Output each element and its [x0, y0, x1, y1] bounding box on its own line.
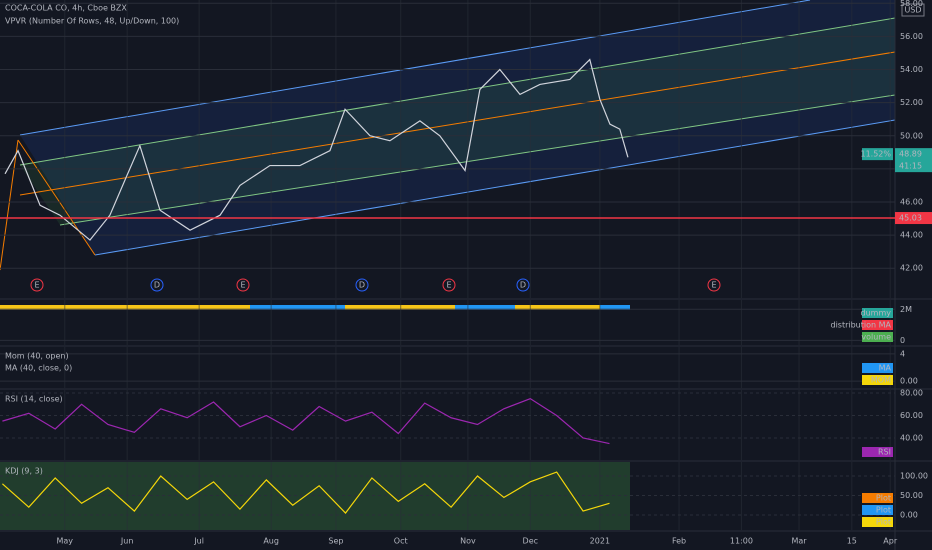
pane-label-box	[862, 375, 893, 385]
pane-label-box	[862, 308, 893, 318]
y-tick-label: 4	[900, 349, 905, 358]
price-label-box	[895, 212, 932, 225]
hline-label: 45.03	[899, 214, 922, 223]
y-tick-label: 100.00	[900, 471, 928, 480]
x-tick-label: 15	[847, 537, 857, 546]
pane-label-box	[862, 332, 893, 342]
y-tick-label: 50.00	[900, 131, 923, 140]
pane-label-box	[862, 447, 893, 457]
last-price: 48.89	[899, 150, 922, 159]
pane-label: dummy	[861, 309, 892, 318]
x-tick-label: May	[57, 537, 74, 546]
price-label-box	[895, 148, 932, 173]
pane-label-box	[862, 517, 893, 527]
pane-title: KDJ (9, 3)	[5, 467, 43, 476]
change: 11.52%	[860, 150, 891, 159]
pane-label: Plot	[876, 494, 891, 503]
y-tick-label: 60.00	[900, 411, 923, 420]
currency: USD	[904, 6, 921, 15]
x-tick-label: Jun	[120, 537, 134, 546]
pane-label: Plot	[876, 518, 891, 527]
pane-label-box	[862, 320, 893, 330]
x-tick-label: Nov	[460, 537, 476, 546]
change-box	[862, 148, 893, 161]
y-tick-label: 0.00	[900, 377, 918, 386]
y-tick-label: 58.00	[900, 0, 923, 8]
pane-title: RSI (14, close)	[5, 395, 63, 404]
x-tick-label: Mar	[791, 537, 807, 546]
pane-label: volume	[861, 333, 891, 342]
pane-label: MOM	[871, 376, 891, 385]
currency-box	[901, 3, 925, 17]
event-markers: E D E D E D E	[30, 278, 721, 292]
event-e: E	[240, 281, 245, 290]
series-line	[2, 471, 610, 514]
series-line	[4, 58, 629, 241]
pane-label: Plot	[876, 506, 891, 515]
event-e: E	[446, 281, 451, 290]
y-tick-label: 0	[900, 336, 905, 345]
uv-strip	[0, 305, 630, 310]
x-tick-label: Aug	[263, 537, 279, 546]
x-tick-label: Jul	[193, 537, 204, 546]
x-tick-label: Dec	[523, 537, 538, 546]
series-line	[2, 397, 610, 445]
y-tick-label: 80.00	[900, 389, 923, 398]
countdown: 41:15	[899, 162, 922, 171]
x-tick-label: 11:00	[730, 537, 753, 546]
pane-title: Mom (40, open)	[5, 352, 69, 361]
x-tick-label: Feb	[672, 537, 686, 546]
pane-label-box	[862, 363, 893, 373]
pane-label: distribution MA	[830, 321, 891, 330]
pane-label: MA	[879, 364, 892, 373]
event-d: D	[520, 281, 526, 290]
y-tick-label: 46.00	[900, 197, 923, 206]
pane-label-box	[862, 505, 893, 515]
y-tick-label: 54.00	[900, 65, 923, 74]
x-tick-label: Oct	[394, 537, 408, 546]
y-tick-label: 52.00	[900, 98, 923, 107]
event-d: D	[359, 281, 365, 290]
x-tick-label: Apr	[883, 537, 898, 546]
event-e: E	[711, 281, 716, 290]
y-tick-label: 2M	[900, 305, 912, 314]
y-tick-label: 40.00	[900, 433, 923, 442]
y-tick-label: 50.00	[900, 491, 923, 500]
y-tick-label: 44.00	[900, 231, 923, 240]
kdj-background	[0, 462, 630, 530]
pane-subtitle: MA (40, close, 0)	[5, 364, 72, 373]
y-tick-label: 42.00	[900, 264, 923, 273]
pane-label: RSI	[878, 448, 891, 457]
event-d: D	[154, 281, 160, 290]
y-tick-label: 0.00	[900, 510, 918, 519]
x-tick-label: 2021	[590, 537, 610, 546]
x-tick-label: Sep	[328, 537, 343, 546]
pane-label-box	[862, 493, 893, 503]
indicator-title: VPVR (Number Of Rows, 48, Up/Down, 100)	[5, 17, 179, 26]
symbol-title: COCA-COLA CO, 4h, Cboe BZX	[5, 4, 127, 13]
event-e: E	[34, 281, 39, 290]
y-tick-label: 56.00	[900, 32, 923, 41]
